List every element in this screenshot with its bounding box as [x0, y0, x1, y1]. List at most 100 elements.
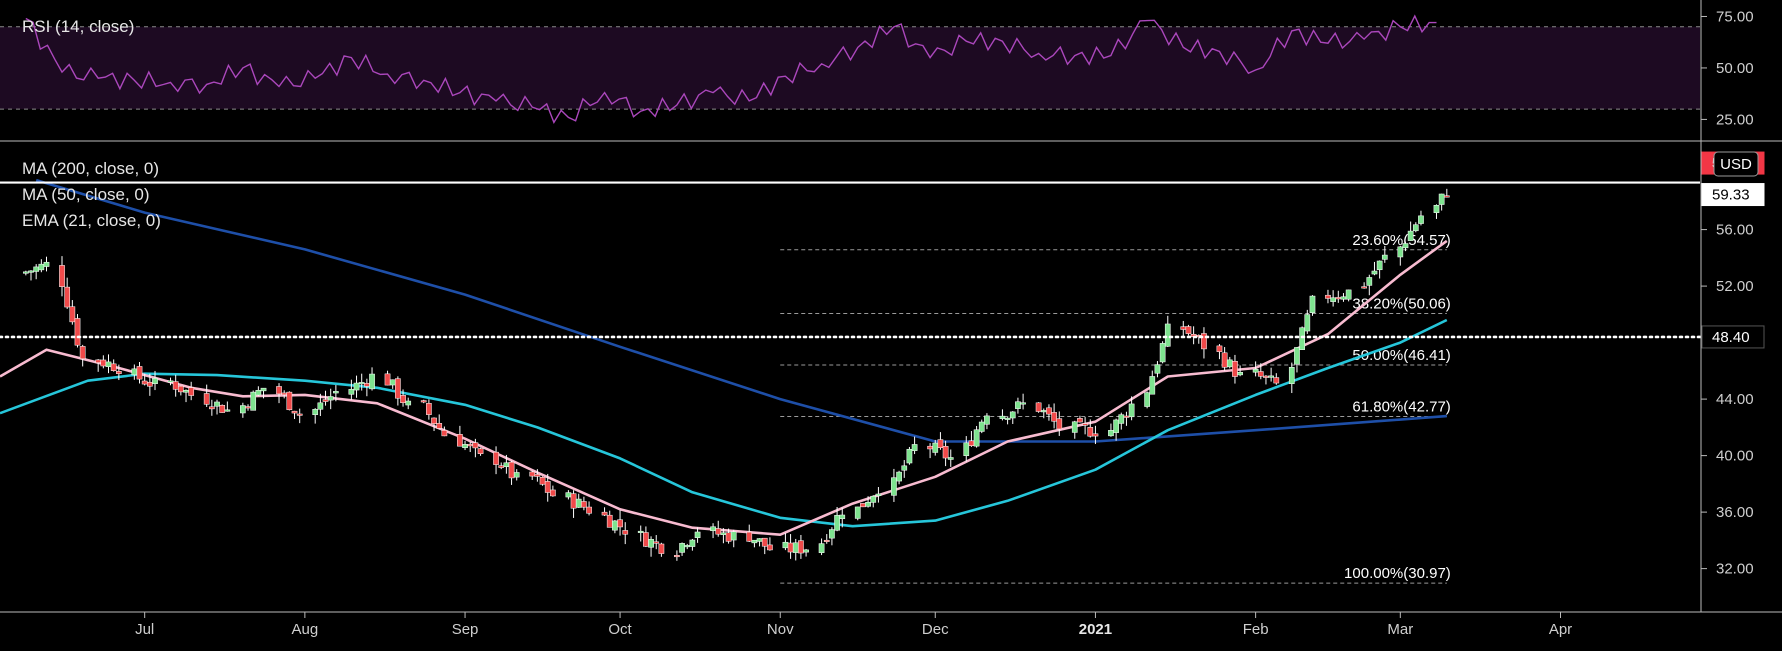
candle-down — [1051, 412, 1057, 422]
candle-down — [64, 286, 71, 308]
candle-up — [317, 402, 324, 410]
candle-up — [1345, 289, 1352, 300]
time-tick-label: Apr — [1549, 621, 1572, 638]
candle-down — [761, 537, 768, 547]
ma-line-0 — [35, 178, 1447, 443]
candle-down — [1216, 345, 1223, 352]
candle-down — [286, 391, 293, 411]
legend-ma50[interactable]: MA (50, close, 0) — [22, 185, 150, 204]
candle-up — [462, 444, 468, 449]
candle-up — [901, 465, 908, 471]
candle-down — [245, 406, 251, 409]
candle-up — [1294, 347, 1300, 365]
time-tick-label: Feb — [1243, 621, 1269, 638]
candle-down — [1201, 333, 1207, 350]
candle-up — [152, 378, 158, 384]
candle-up — [875, 493, 882, 496]
candle-up — [818, 543, 825, 553]
candle-up — [389, 379, 396, 386]
currency-badge[interactable]: USD — [1713, 151, 1759, 177]
candle-down — [1092, 433, 1099, 437]
candle-down — [586, 506, 592, 514]
candle-up — [1268, 375, 1274, 378]
legend-ma200[interactable]: MA (200, close, 0) — [22, 159, 159, 178]
candle-up — [1118, 414, 1125, 424]
candle-down — [1257, 371, 1264, 377]
candle-down — [115, 371, 122, 374]
candle-up — [1004, 417, 1011, 420]
rsi-tick-label: 50.00 — [1716, 60, 1754, 77]
candle-up — [167, 380, 174, 383]
price-panel[interactable]: 23.60%(54.57)38.20%(50.06)50.00%(46.41)6… — [0, 151, 1765, 584]
candle-up — [637, 530, 644, 533]
candle-down — [493, 451, 499, 465]
candle-down — [1046, 407, 1052, 415]
candle-down — [1273, 377, 1280, 384]
candle-up — [839, 514, 846, 520]
candle-up — [834, 515, 840, 531]
candle-up — [1288, 366, 1295, 384]
candle-up — [1159, 343, 1166, 363]
candle-up — [1412, 224, 1419, 232]
candle-up — [1108, 430, 1114, 437]
time-tick-label: Jul — [135, 621, 154, 638]
candle-up — [1009, 411, 1016, 419]
candle-up — [829, 529, 835, 539]
price-tick-label: 56.00 — [1716, 222, 1754, 239]
ma-line-1 — [0, 318, 1448, 528]
time-axis[interactable]: Jul Aug Sep Oct Nov Dec 2021 Feb Mar Apr — [135, 612, 1572, 638]
candle-down — [1087, 427, 1094, 437]
candle-up — [565, 492, 572, 498]
candle-up — [1128, 403, 1135, 418]
rsi-line — [25, 14, 1437, 124]
candle-down — [136, 366, 143, 380]
candle-down — [529, 471, 536, 477]
candle-down — [219, 404, 226, 413]
candle-up — [782, 541, 789, 549]
candle-down — [100, 359, 107, 367]
candle-up — [999, 415, 1006, 419]
price-tick-label: 40.00 — [1716, 448, 1754, 465]
currency-badge-label: USD — [1720, 156, 1752, 173]
currency-badge-box — [1713, 151, 1759, 177]
candle-down — [172, 381, 179, 390]
candle-down — [1232, 361, 1238, 377]
candle-up — [947, 457, 954, 460]
legend-ema21[interactable]: EMA (21, close, 0) — [22, 211, 161, 230]
candle-up — [694, 531, 701, 538]
candle-up — [1252, 369, 1259, 373]
price-badge-label: 48.40 — [1712, 329, 1750, 346]
candle-up — [1154, 364, 1161, 374]
candle-up — [22, 271, 29, 274]
candle-up — [1164, 323, 1171, 347]
candle-down — [498, 465, 505, 468]
candle-up — [1299, 327, 1305, 350]
fib-level-label: 38.20%(50.06) — [1352, 295, 1450, 312]
candle-up — [854, 506, 861, 519]
time-tick-label: Nov — [767, 621, 794, 638]
candle-down — [606, 514, 613, 528]
rsi-panel[interactable]: RSI (14, close) 75.00 50.00 25.00 — [0, 8, 1754, 128]
rsi-indicator-label[interactable]: RSI (14, close) — [22, 17, 134, 36]
candle-down — [276, 386, 282, 395]
candle-down — [74, 318, 81, 346]
candle-down — [384, 373, 391, 386]
price-tick-label: 36.00 — [1716, 504, 1754, 521]
candle-down — [436, 423, 443, 429]
candle-up — [1020, 402, 1026, 405]
candle-up — [865, 502, 871, 507]
candle-down — [400, 395, 406, 404]
candle-down — [69, 306, 76, 323]
candle-up — [891, 477, 897, 496]
candle-up — [1402, 243, 1409, 249]
candle-down — [601, 511, 608, 516]
candle-down — [472, 442, 479, 449]
candle-down — [146, 381, 153, 387]
candle-up — [963, 442, 970, 456]
candle-up — [730, 531, 737, 541]
candle-down — [798, 540, 804, 554]
candle-down — [860, 503, 866, 508]
time-tick-label: Sep — [452, 621, 479, 638]
candle-down — [281, 392, 288, 396]
